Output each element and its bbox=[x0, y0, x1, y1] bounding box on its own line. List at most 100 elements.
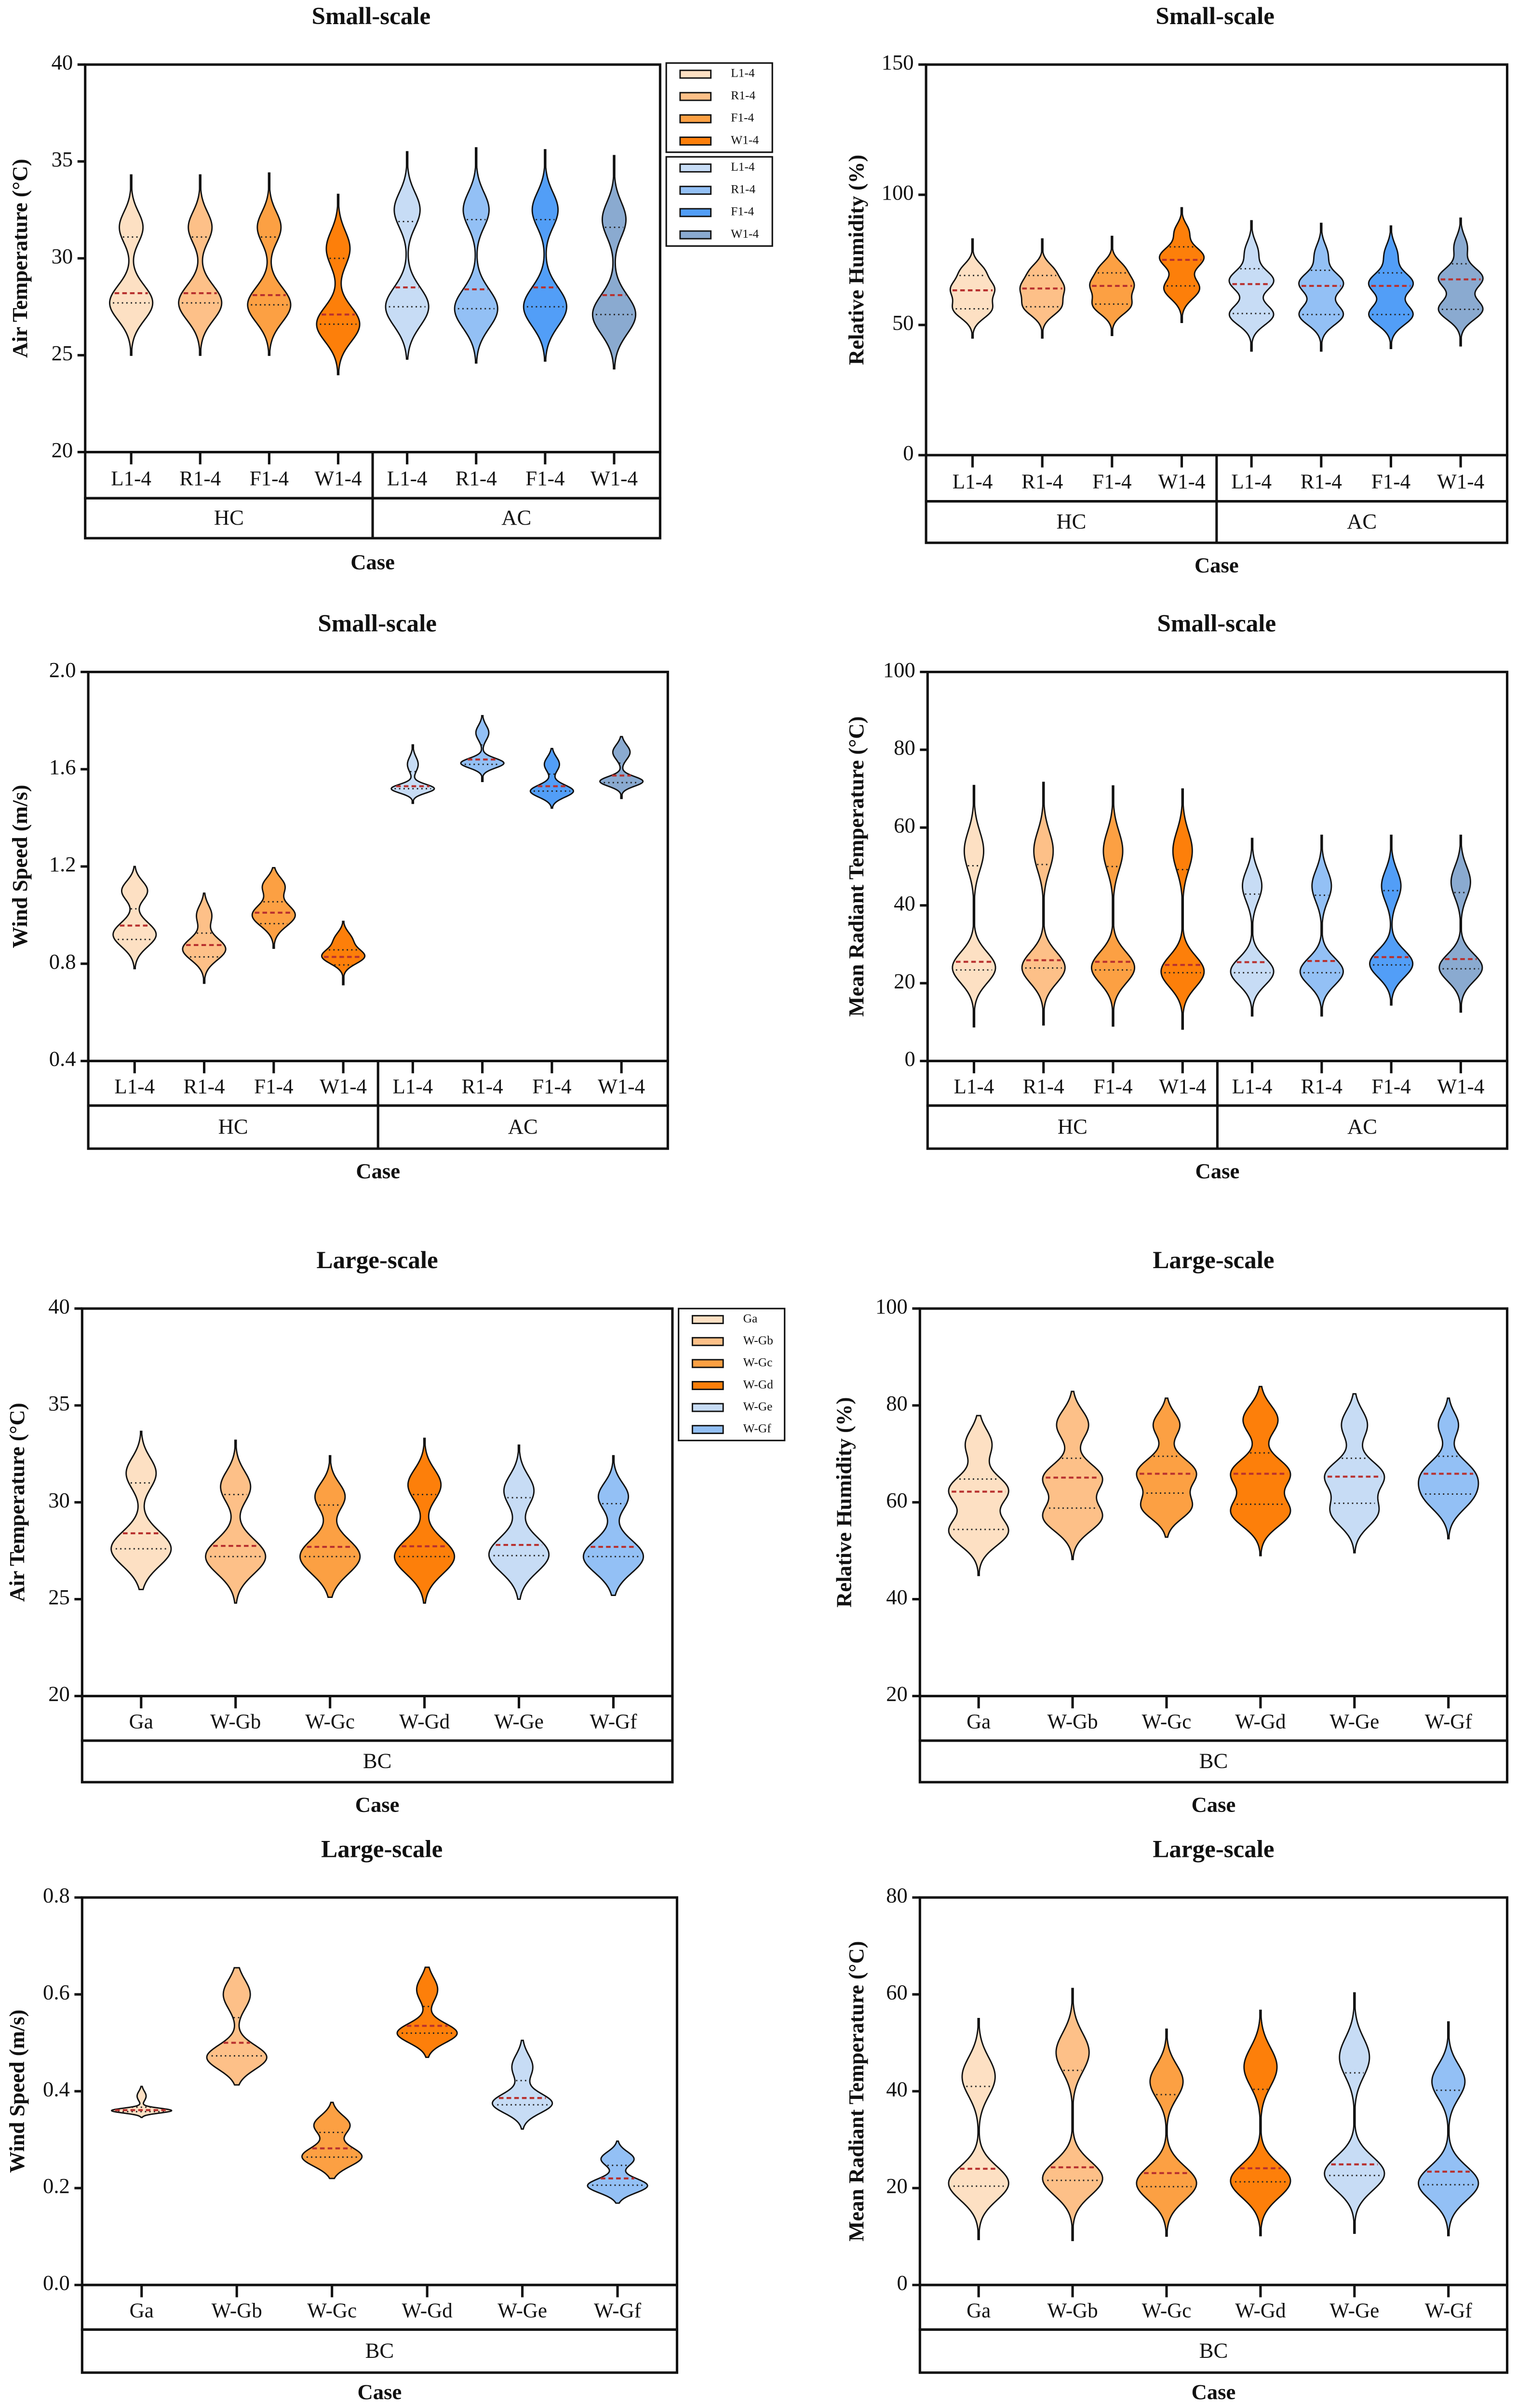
x-category-label: W-Gb bbox=[1047, 2300, 1098, 2322]
y-tick-label: 80 bbox=[886, 1883, 908, 1907]
y-tick-label: 0.0 bbox=[43, 2271, 70, 2295]
x-category-label: L1-4 bbox=[1231, 471, 1272, 493]
group-label: AC bbox=[1347, 509, 1377, 533]
legend-label: W-Gd bbox=[743, 1377, 774, 1391]
violin-body bbox=[587, 2140, 648, 2204]
violin bbox=[1369, 835, 1414, 1006]
x-category-label: W-Gf bbox=[1425, 2300, 1473, 2322]
violin-body bbox=[1090, 785, 1136, 1027]
x-category-label: F1-4 bbox=[250, 468, 289, 490]
violin-body bbox=[301, 2101, 363, 2179]
violin bbox=[1090, 785, 1136, 1027]
x-category-label: W1-4 bbox=[1159, 1076, 1206, 1098]
violin bbox=[952, 785, 996, 1028]
y-tick-label: 20 bbox=[894, 969, 915, 993]
x-category-label: R1-4 bbox=[183, 1076, 225, 1098]
violin bbox=[1230, 2009, 1291, 2236]
x-category-label: Ga bbox=[967, 2300, 991, 2322]
x-category-label: L1-4 bbox=[393, 1076, 433, 1098]
chart-panel: Small-scale Wind Speed (m/s) 0.4 0.8 1.2 1.6 2… bbox=[8, 610, 669, 1183]
violin-body bbox=[182, 893, 227, 984]
x-category-label: R1-4 bbox=[1021, 471, 1063, 493]
violin-body bbox=[1042, 1988, 1103, 2241]
x-category-label: Ga bbox=[130, 2300, 154, 2322]
violin bbox=[599, 736, 644, 799]
x-category-label: R1-4 bbox=[179, 468, 221, 490]
violin bbox=[182, 893, 227, 984]
legend: Ga W-Gb W-Gc W-Gd W-Ge W-Gf bbox=[678, 1308, 786, 1442]
plot-frame bbox=[926, 671, 1509, 1062]
legend-swatch bbox=[679, 186, 712, 195]
violin bbox=[1136, 2029, 1197, 2237]
violin bbox=[1298, 222, 1344, 352]
y-tick-label: 0.2 bbox=[43, 2174, 70, 2198]
y-tick-label: 0 bbox=[897, 2271, 908, 2295]
violin-body bbox=[1438, 835, 1483, 1013]
chart-panel: Small-scale Relative Humidity (%) 0 50 100 15… bbox=[844, 3, 1509, 577]
x-axis-label: Case bbox=[355, 1792, 400, 1816]
y-tick-label: 40 bbox=[886, 1585, 908, 1609]
violin bbox=[205, 1439, 267, 1604]
violin bbox=[321, 920, 366, 986]
chart-panel: Small-scale Mean Radiant Temperature (°C)… bbox=[844, 610, 1509, 1183]
x-category-label: W-Gc bbox=[1142, 1711, 1192, 1733]
plot-frame bbox=[81, 1307, 674, 1698]
violin-body bbox=[321, 920, 366, 986]
violin-body bbox=[491, 2040, 553, 2130]
x-category-label: W-Gd bbox=[399, 1711, 450, 1733]
chart-title: Large-scale bbox=[321, 1836, 443, 1863]
x-category-label: Ga bbox=[129, 1711, 153, 1733]
x-category-label: R1-4 bbox=[1301, 471, 1342, 493]
violin-body bbox=[454, 147, 498, 364]
plot-frame bbox=[84, 63, 661, 454]
group-label: BC bbox=[1199, 2338, 1228, 2362]
violin-body bbox=[1136, 1397, 1197, 1538]
legend-swatch bbox=[691, 1315, 724, 1325]
violin bbox=[1230, 838, 1275, 1017]
y-axis-label: Relative Humidity (%) bbox=[844, 155, 868, 365]
y-tick-label: 35 bbox=[52, 147, 73, 171]
x-axis-label: Case bbox=[350, 550, 395, 574]
y-tick-label: 100 bbox=[882, 180, 914, 204]
legend-swatch bbox=[679, 136, 712, 146]
legend-swatch bbox=[679, 114, 712, 123]
y-tick-label: 60 bbox=[886, 1488, 908, 1512]
plot-frame bbox=[918, 1896, 1509, 2286]
y-tick-label: 150 bbox=[882, 50, 914, 74]
y-axis-label: Mean Radiant Temperature (°C) bbox=[844, 1941, 868, 2241]
chart-title: Large-scale bbox=[1153, 1247, 1274, 1274]
legend-swatch bbox=[679, 69, 712, 79]
violin-body bbox=[523, 149, 567, 362]
y-tick-label: 40 bbox=[52, 50, 73, 74]
y-tick-label: 30 bbox=[48, 1488, 70, 1512]
violin bbox=[110, 2085, 173, 2118]
chart-panel: Large-scale Mean Radiant Temperature (°C)… bbox=[844, 1836, 1509, 2404]
violin bbox=[1042, 1988, 1103, 2241]
x-category-label: R1-4 bbox=[456, 468, 497, 490]
y-tick-label: 80 bbox=[886, 1391, 908, 1415]
violin bbox=[460, 715, 505, 782]
violin bbox=[1418, 1397, 1479, 1540]
violin-body bbox=[110, 1431, 172, 1590]
violin-body bbox=[1021, 782, 1066, 1026]
y-tick-label: 20 bbox=[48, 1682, 70, 1706]
y-tick-label: 2.0 bbox=[49, 658, 76, 682]
violin bbox=[582, 1455, 644, 1596]
y-tick-label: 0.8 bbox=[43, 1883, 70, 1907]
violin-body bbox=[109, 174, 154, 356]
violin-body bbox=[393, 1437, 456, 1604]
y-axis-label: Air Temperature (°C) bbox=[8, 159, 32, 358]
category-row bbox=[918, 1694, 1509, 1742]
legend-label: F1-4 bbox=[731, 110, 754, 124]
legend-label: R1-4 bbox=[731, 88, 755, 102]
x-category-label: L1-4 bbox=[387, 468, 428, 490]
legend-swatch bbox=[679, 163, 712, 173]
y-tick-label: 0.8 bbox=[49, 949, 76, 974]
violin-body bbox=[390, 744, 435, 804]
violin bbox=[1324, 1393, 1385, 1554]
group-label: BC bbox=[365, 2338, 394, 2362]
legend-label: L1-4 bbox=[731, 160, 755, 174]
violin bbox=[591, 155, 637, 370]
y-axis-label: Mean Radiant Temperature (°C) bbox=[844, 716, 868, 1016]
x-category-label: W1-4 bbox=[1158, 471, 1205, 493]
